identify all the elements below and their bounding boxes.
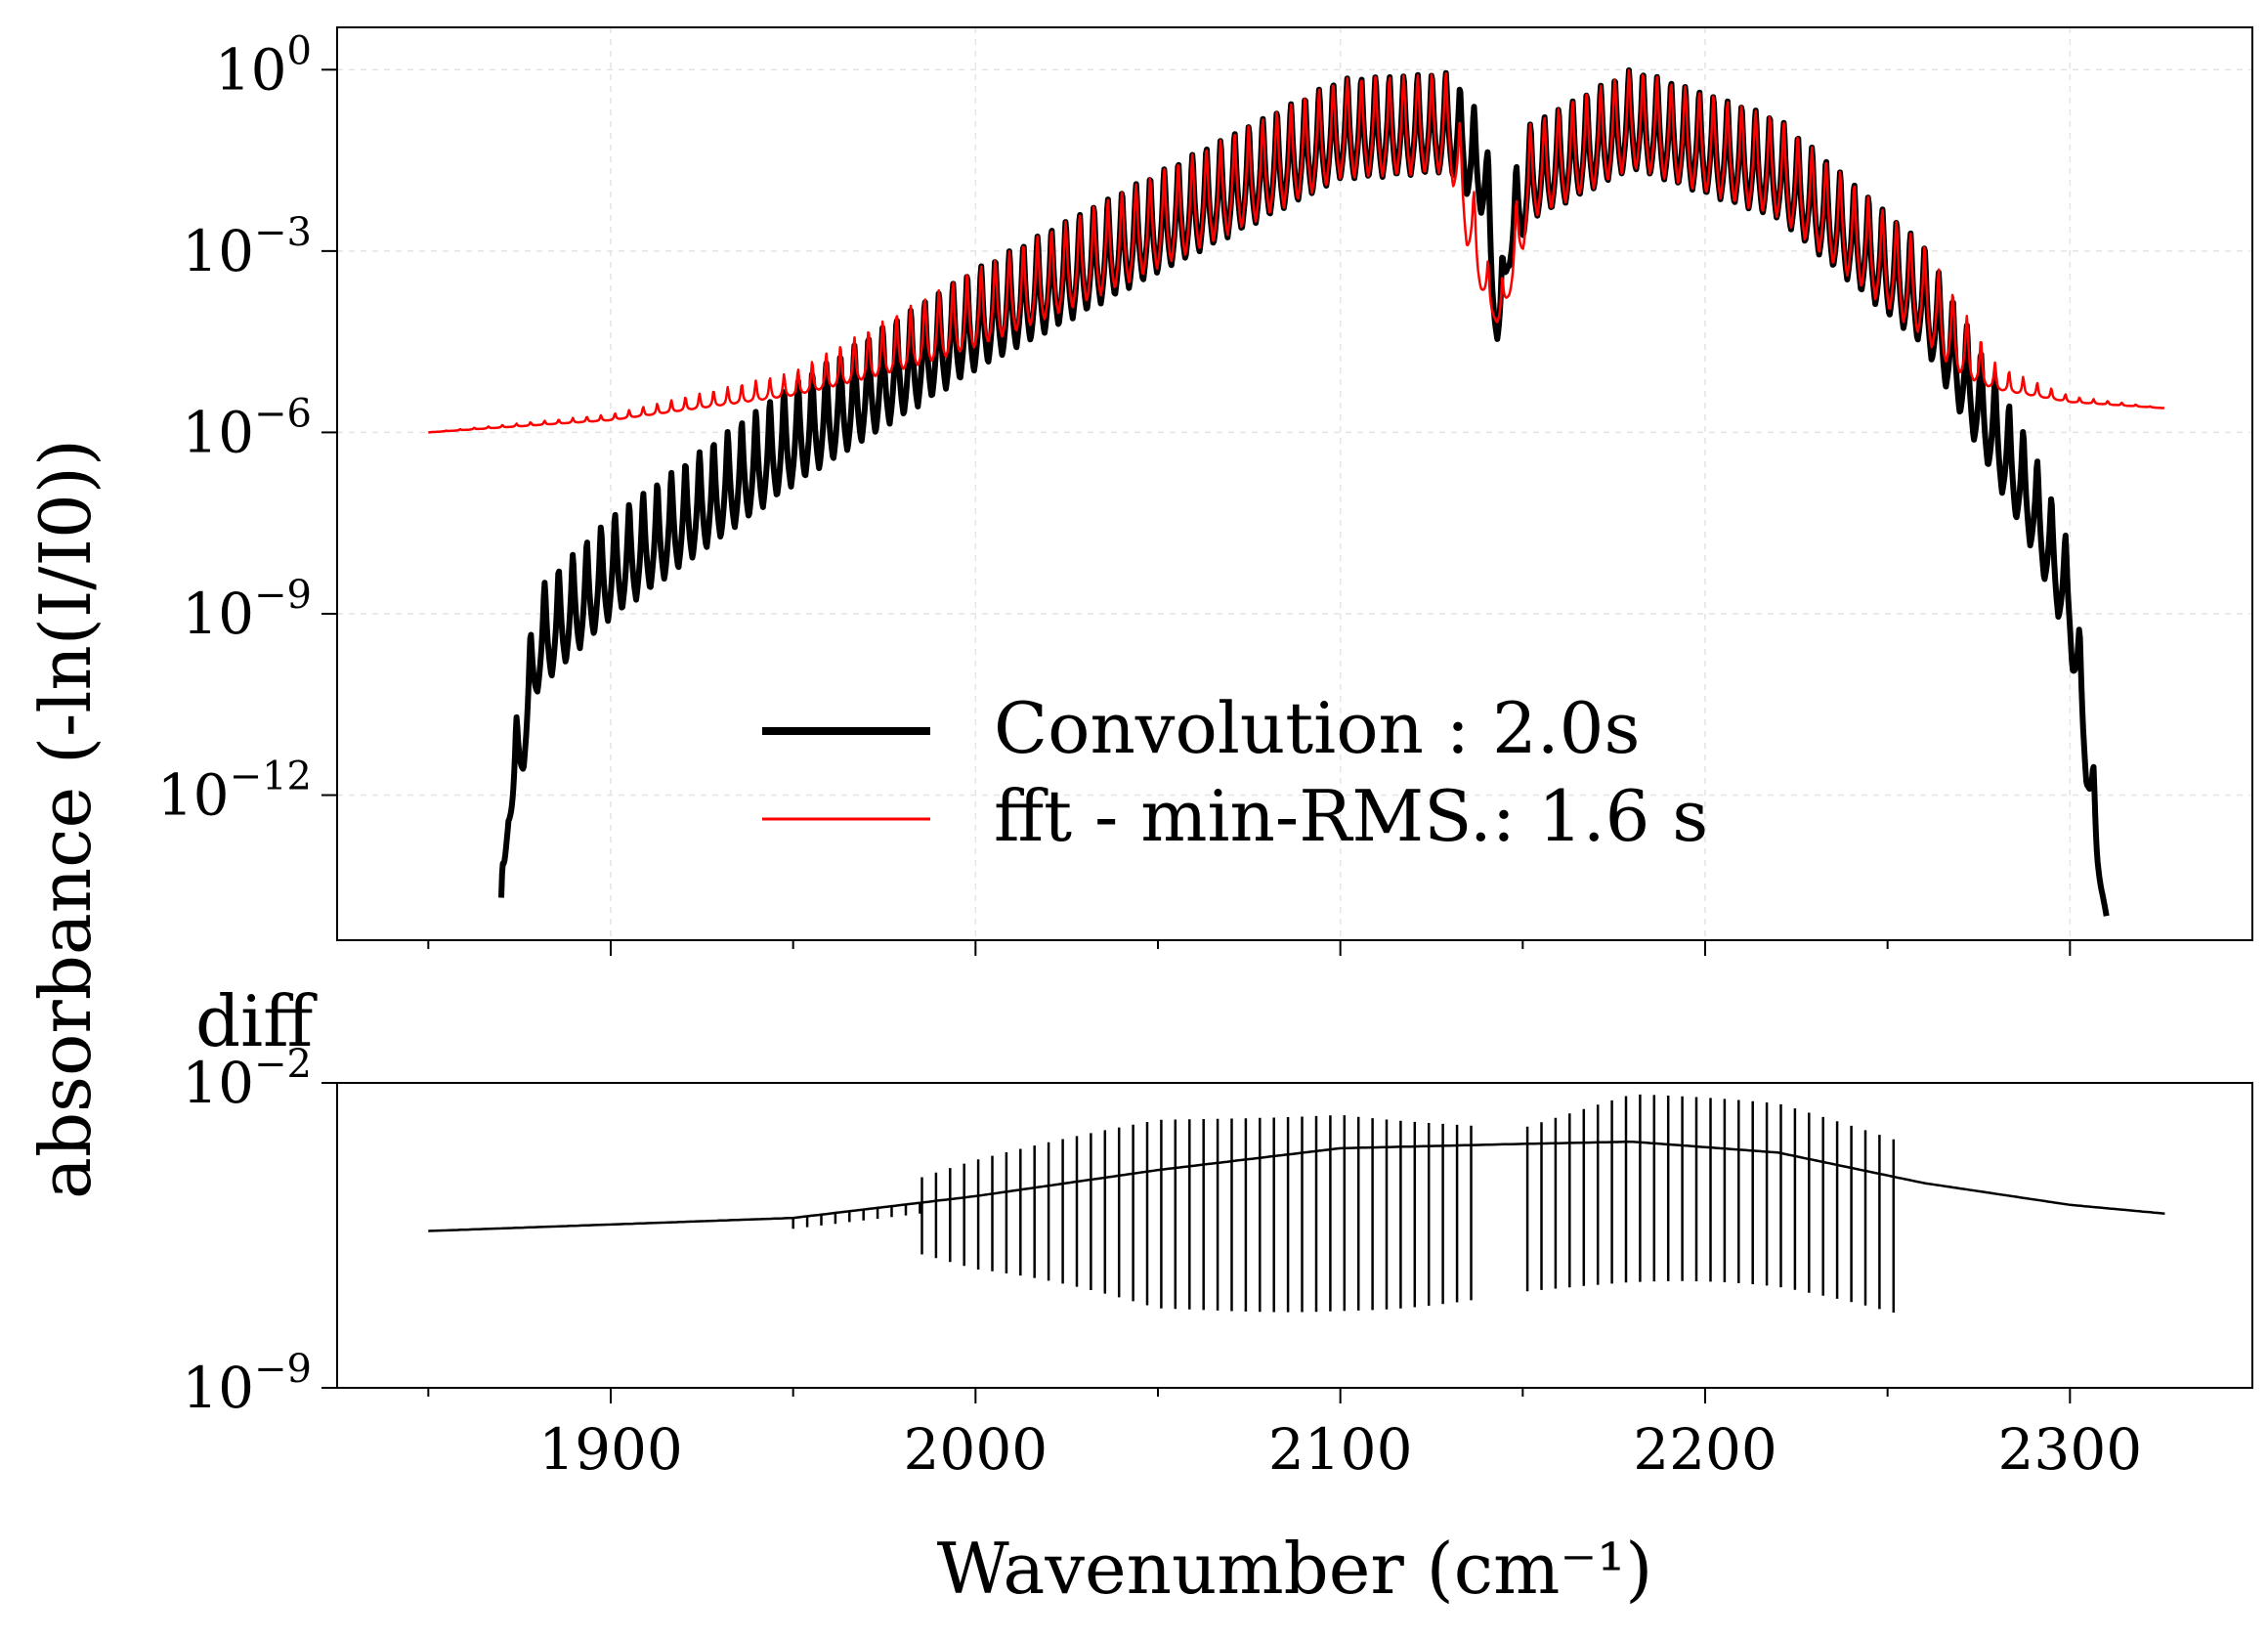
bottom-plot-area	[428, 1094, 2165, 1313]
top-y-tick-label: 10−9	[182, 573, 312, 647]
diff-baseline	[428, 1140, 2165, 1232]
bottom-y-ticks: 10−2 10−9	[182, 1042, 337, 1421]
top-y-axis-label: absorbance (-ln(I/I0))	[24, 439, 107, 1199]
bottom-panel: diff 1900 2000 2100 2200 2300 10−2 10−9 Waven…	[182, 980, 2253, 1610]
diff-spikes	[792, 1094, 1896, 1313]
bottom-x-tick-label: 2300	[1998, 1416, 2143, 1483]
bottom-y-tick-label: 10−9	[182, 1347, 312, 1421]
top-y-tick-label: 100	[215, 28, 312, 103]
bottom-x-tick-label: 2100	[1268, 1416, 1413, 1483]
top-axes-frame	[336, 26, 2253, 941]
top-panel: 100 10−3 10−6 10−9 10−12 absorbance (-ln(I/I…	[24, 26, 2253, 1199]
top-y-tick-label: 10−6	[182, 391, 312, 465]
bottom-x-ticks: 1900 2000 2100 2200 2300	[427, 1388, 2143, 1483]
top-y-tick-label: 10−3	[182, 210, 312, 284]
bottom-y-tick-label: 10−2	[182, 1042, 312, 1116]
bottom-x-tick-label: 1900	[538, 1416, 683, 1483]
top-grid	[337, 27, 2252, 940]
legend: Convolution : 2.0s fft - min-RMS.: 1.6 s	[762, 687, 1708, 857]
bottom-x-tick-label: 2200	[1633, 1416, 1777, 1483]
top-y-tick-label: 10−12	[157, 755, 312, 829]
top-x-ticks	[427, 940, 2072, 956]
top-plot-area	[427, 66, 2165, 917]
legend-label-convolution: Convolution : 2.0s	[994, 687, 1640, 769]
series-line-fft	[427, 68, 2165, 434]
x-axis-label: Wavenumber (cm⁻¹)	[937, 1528, 1653, 1610]
legend-label-fft: fft - min-RMS.: 1.6 s	[994, 775, 1708, 857]
bottom-axes-frame	[336, 1082, 2253, 1389]
bottom-panel-title: diff	[195, 980, 318, 1062]
bottom-x-tick-label: 2000	[904, 1416, 1048, 1483]
top-y-ticks: 100 10−3 10−6 10−9 10−12	[157, 28, 337, 829]
